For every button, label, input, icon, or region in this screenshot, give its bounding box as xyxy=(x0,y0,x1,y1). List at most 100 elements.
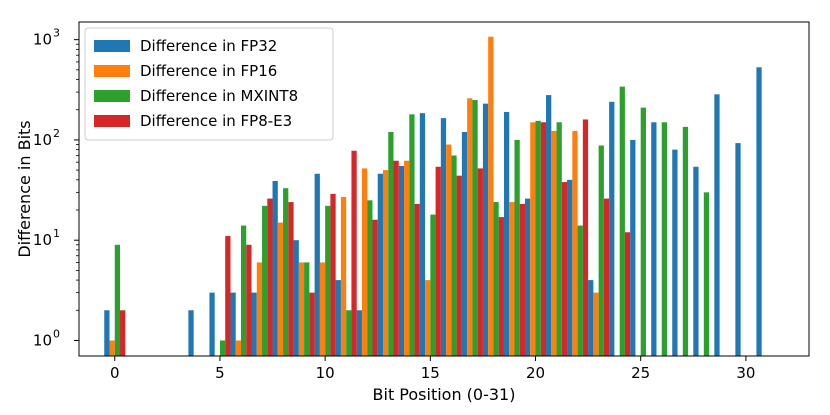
y-tick-exponent: 3 xyxy=(53,27,60,40)
bar xyxy=(451,155,457,356)
bar xyxy=(414,203,420,356)
legend-label: Difference in FP8-E3 xyxy=(140,112,292,130)
bar xyxy=(309,292,315,356)
legend-swatch xyxy=(94,65,130,77)
bar xyxy=(435,166,441,356)
x-tick-label: 30 xyxy=(736,364,755,382)
bar xyxy=(472,100,478,356)
bar xyxy=(404,160,410,356)
bar xyxy=(503,111,510,356)
bar xyxy=(120,310,126,356)
bar xyxy=(262,205,268,356)
bar xyxy=(104,310,110,356)
bar xyxy=(109,340,115,356)
bar xyxy=(488,36,494,357)
bar xyxy=(225,236,231,356)
bar xyxy=(582,119,589,357)
bar xyxy=(493,202,499,356)
bar xyxy=(640,107,646,357)
legend-label: Difference in FP32 xyxy=(140,37,277,55)
bar xyxy=(425,280,431,356)
bar xyxy=(630,139,636,356)
legend-swatch xyxy=(94,40,130,52)
bar xyxy=(340,196,347,356)
bar xyxy=(235,340,241,356)
bar xyxy=(682,126,689,356)
plot-frame xyxy=(78,21,810,357)
bar xyxy=(188,310,194,356)
bar xyxy=(519,203,525,356)
bar xyxy=(230,292,236,356)
bar xyxy=(335,280,341,356)
bar xyxy=(377,173,383,356)
x-tick-label: 25 xyxy=(631,364,650,382)
bar xyxy=(283,188,289,356)
bar xyxy=(114,244,121,356)
bar xyxy=(388,131,394,356)
bar xyxy=(398,165,405,356)
bar xyxy=(477,168,483,356)
bar xyxy=(482,103,489,356)
bar xyxy=(277,222,284,356)
x-axis: 0 5 10 15 20 25 30 xyxy=(110,356,755,382)
bar xyxy=(756,67,762,357)
bar xyxy=(598,145,604,356)
y-axis-label: Difference in Bits xyxy=(15,120,34,257)
bar xyxy=(567,179,573,356)
x-tick-label: 20 xyxy=(526,364,545,382)
bar xyxy=(246,244,252,356)
y-tick-label: 10 xyxy=(33,331,52,349)
bar xyxy=(540,122,547,357)
bar xyxy=(219,340,226,356)
bar xyxy=(372,219,378,356)
bar xyxy=(293,240,299,356)
bar xyxy=(325,205,331,356)
bar xyxy=(530,122,536,357)
bar xyxy=(361,168,368,356)
bar xyxy=(288,202,294,356)
bar xyxy=(535,120,541,356)
bar xyxy=(624,232,631,356)
y-tick-label: 10 xyxy=(33,131,52,149)
bar xyxy=(251,292,257,356)
bars-group xyxy=(104,36,762,357)
legend-label: Difference in MXINT8 xyxy=(140,87,298,105)
bar xyxy=(714,94,720,356)
y-tick-label: 10 xyxy=(33,31,52,49)
bar xyxy=(561,182,568,356)
bar xyxy=(619,86,625,356)
bar xyxy=(551,130,557,356)
x-tick-label: 5 xyxy=(215,364,225,382)
x-tick-label: 15 xyxy=(421,364,440,382)
legend-box xyxy=(84,27,334,141)
bar xyxy=(577,225,583,356)
bar xyxy=(514,139,520,356)
x-tick-label: 0 xyxy=(110,364,120,382)
bar xyxy=(461,131,468,356)
legend-swatch xyxy=(94,115,130,127)
bar xyxy=(346,310,352,356)
bar xyxy=(240,225,247,356)
legend-swatch xyxy=(94,90,130,102)
y-tick-exponent: 2 xyxy=(53,127,60,140)
bar xyxy=(467,98,473,356)
bar xyxy=(588,280,594,356)
bar xyxy=(703,192,710,356)
x-axis-label: Bit Position (0-31) xyxy=(373,385,516,404)
bar xyxy=(509,202,515,356)
x-tick-label: 10 xyxy=(316,364,335,382)
bar xyxy=(419,113,426,356)
bar xyxy=(456,175,462,356)
bar xyxy=(651,122,657,357)
bar xyxy=(209,292,215,356)
bar xyxy=(498,217,504,356)
bar xyxy=(546,95,552,356)
bar xyxy=(440,118,447,357)
bar xyxy=(351,150,357,356)
bar xyxy=(356,310,362,356)
bar xyxy=(393,160,399,356)
bar xyxy=(330,193,336,356)
bar xyxy=(446,144,452,356)
